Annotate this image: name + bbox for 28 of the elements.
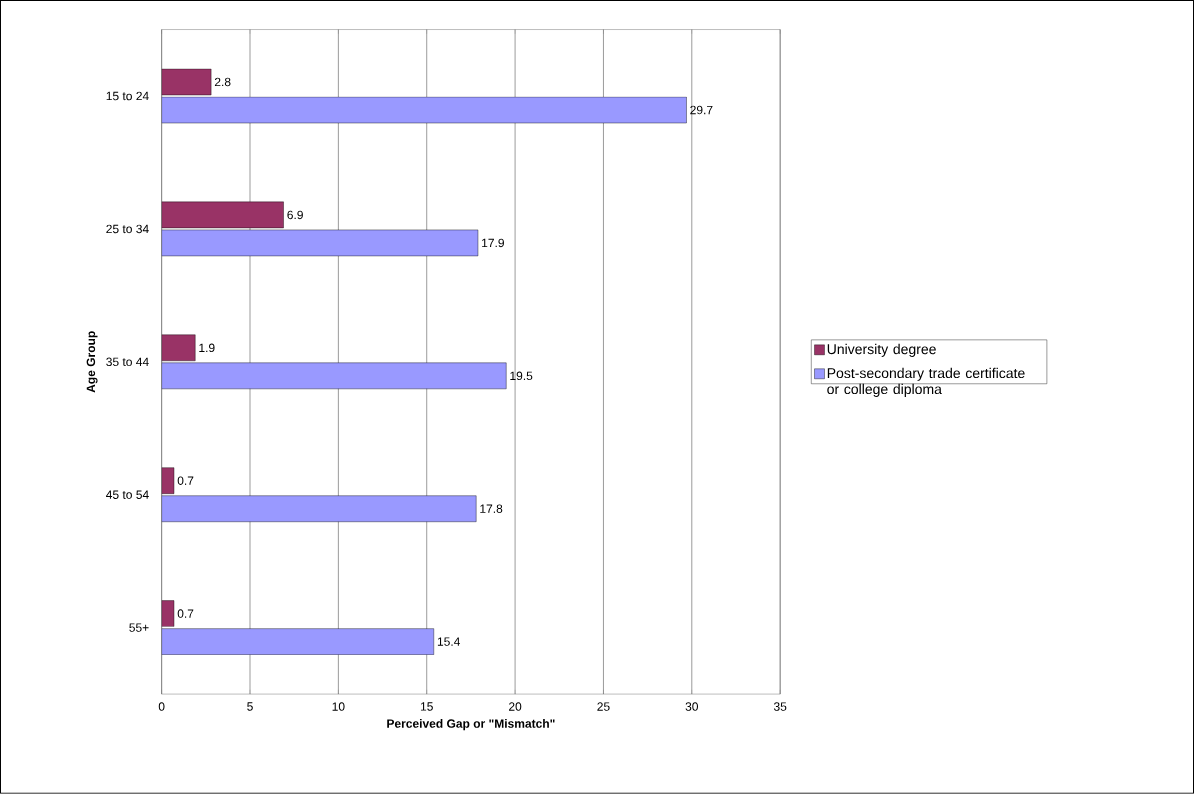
data-label: 29.7 bbox=[690, 105, 713, 115]
x-tick-label: 20 bbox=[509, 702, 522, 711]
data-label: 0.7 bbox=[177, 609, 194, 619]
x-tick-label: 35 bbox=[773, 702, 787, 711]
data-label: 15.4 bbox=[437, 637, 461, 646]
y-tick-label: 25 to 34 bbox=[106, 224, 149, 234]
data-label: 19.5 bbox=[510, 371, 533, 381]
x-tick-label: 0 bbox=[158, 702, 165, 711]
x-tick-label: 15 bbox=[420, 702, 433, 711]
data-label: 6.9 bbox=[287, 210, 303, 220]
data-label: 0.7 bbox=[177, 476, 194, 486]
x-tick-label: 5 bbox=[247, 702, 253, 711]
legend-label: Post-secondary trade certificate or college diploma bbox=[827, 367, 1025, 398]
x-tick-label: 25 bbox=[597, 702, 610, 711]
data-label: 17.9 bbox=[482, 238, 504, 248]
data-label: 17.8 bbox=[480, 504, 503, 514]
y-tick-label: 55+ bbox=[129, 623, 149, 632]
bar bbox=[161, 600, 175, 627]
y-tick-label: 15 to 24 bbox=[106, 91, 149, 101]
data-label: 1.9 bbox=[199, 343, 215, 353]
y-axis-title: Age Group bbox=[86, 331, 98, 393]
x-axis-title: Perceived Gap or "Mismatch" bbox=[387, 719, 555, 731]
x-tick-label: 10 bbox=[332, 702, 345, 711]
x-tick-label: 30 bbox=[685, 702, 699, 711]
data-label: 2.8 bbox=[214, 77, 231, 87]
legend-label: University degree bbox=[827, 344, 936, 358]
y-tick-label: 45 to 54 bbox=[106, 490, 149, 500]
y-tick-label: 35 to 44 bbox=[106, 357, 149, 367]
